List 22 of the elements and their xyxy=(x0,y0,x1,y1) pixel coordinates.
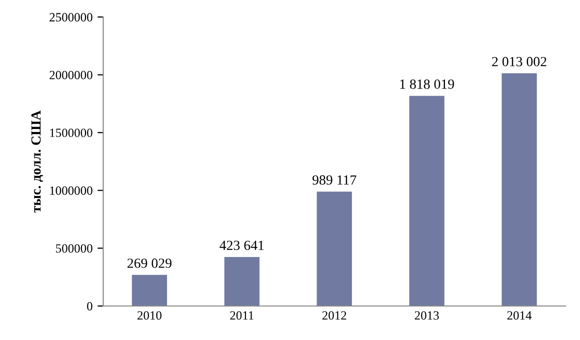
data-label: 269 029 xyxy=(128,258,172,268)
x-tick-label: 2012 xyxy=(322,311,346,320)
y-axis-title: тыс. долл. США xyxy=(31,110,43,213)
y-tick-label: 2500000 xyxy=(50,13,92,22)
x-tick-label: 2013 xyxy=(414,311,439,320)
bar xyxy=(409,96,444,306)
bar xyxy=(132,274,168,306)
data-label: 1 818 019 xyxy=(400,79,454,89)
data-label: 989 117 xyxy=(312,175,356,185)
data-label: 2 013 002 xyxy=(492,56,546,66)
x-tick-label: 2011 xyxy=(230,311,254,320)
x-tick-label: 2014 xyxy=(507,311,532,320)
bar xyxy=(502,73,537,306)
x-tick-label: 2010 xyxy=(138,311,162,320)
y-tick-label: 0 xyxy=(87,302,92,310)
y-tick-label: 2000000 xyxy=(50,70,92,80)
data-label: 423 641 xyxy=(220,240,264,250)
y-tick-label: 500000 xyxy=(56,244,92,253)
y-tick-label: 1500000 xyxy=(50,128,92,138)
y-tick-label: 1000000 xyxy=(50,186,92,195)
bar xyxy=(224,257,260,306)
bar xyxy=(316,192,352,306)
